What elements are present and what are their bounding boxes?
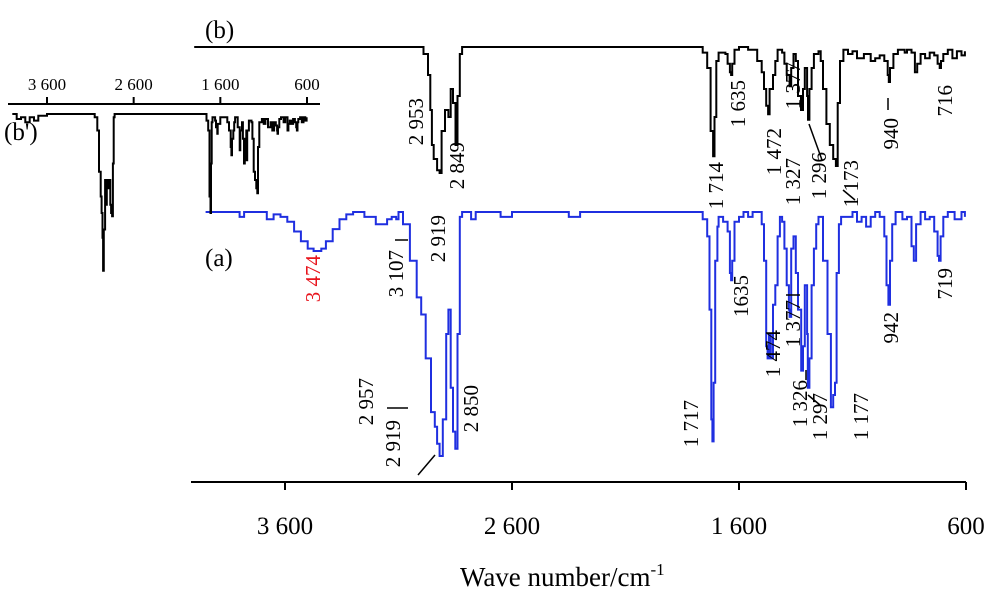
- main-x-tick-label: 600: [947, 513, 985, 540]
- main-x-axis: 3 600 2 600 1 600 600 Wave number/cm-1: [191, 481, 985, 592]
- series-b-peak-leader-line: [808, 123, 823, 161]
- series-a-peak-label: 1 717: [679, 400, 703, 447]
- panel-label-b-prime: (b'): [4, 119, 38, 146]
- series-a-peak-label: 2 957: [354, 378, 378, 425]
- inset-spectrum: 3 600 2 600 1 600 600 (b'): [4, 75, 320, 272]
- series-b-peak-label: 2 953: [404, 98, 428, 145]
- series-a-peak-label: 942: [879, 312, 903, 344]
- series-a-peak-label: 1 377: [781, 300, 805, 347]
- series-b-peak-leader-line: [842, 189, 856, 201]
- panel-label-b: (b): [205, 17, 234, 44]
- series-a-peak-label: 1 474: [761, 330, 785, 378]
- series-a-peak-label: 2 919: [381, 420, 405, 467]
- series-a-peak-leader-line: [417, 454, 436, 476]
- main-x-tick-label: 2 600: [484, 513, 540, 540]
- main-x-axis-title: Wave number/cm-1: [460, 560, 665, 592]
- x-axis-title-main: Wave number/cm: [460, 562, 651, 592]
- spectrum-line-b-prime: [12, 113, 308, 272]
- series-a-peak-label: 1635: [729, 275, 753, 317]
- panel-label-a: (a): [205, 245, 233, 272]
- main-x-axis-ticks: 3 600 2 600 1 600 600: [257, 482, 985, 540]
- series-a-peak-leader-line: [807, 394, 821, 406]
- series-a-peak-label: 1 297: [808, 393, 832, 440]
- inset-x-tick-label: 600: [294, 75, 320, 94]
- inset-x-tick-label: 1 600: [201, 75, 239, 94]
- series-b-peak-label: 1 472: [762, 128, 786, 175]
- series-a-peak-label: 3 474: [301, 255, 325, 303]
- spectrum-line-b: [194, 46, 966, 174]
- series-a-peak-label: 719: [933, 268, 957, 300]
- series-b-peak-label: 2 919: [426, 215, 450, 262]
- series-b-peak-label: 1 173: [839, 160, 863, 207]
- series-a-peak-label: 1 177: [849, 393, 873, 440]
- series-b-peak-label: 1 714: [704, 162, 728, 210]
- series-b-peak-label: 2 849: [445, 142, 469, 189]
- x-axis-title-superscript: -1: [651, 560, 665, 579]
- series-b-peak-label: 940: [879, 118, 903, 150]
- main-x-tick-label: 3 600: [257, 513, 313, 540]
- series-b-peak-label: 716: [933, 85, 957, 117]
- series-a-peak-label: 3 107: [384, 250, 408, 297]
- spectrum-line-a: [205, 211, 966, 457]
- main-x-tick-label: 1 600: [711, 513, 767, 540]
- series-b-peak-label: 1 327: [781, 158, 805, 205]
- series-b-peak-label: 1 635: [726, 80, 750, 127]
- series-a-peak-label: 2 850: [459, 385, 483, 432]
- inset-x-axis-ticks: 3 600 2 600 1 600 600: [28, 75, 320, 104]
- series-b-peak-label: 1 296: [807, 152, 831, 199]
- inset-x-tick-label: 2 600: [115, 75, 153, 94]
- series-a-peak-label: 1 326: [788, 380, 812, 427]
- inset-x-tick-label: 3 600: [28, 75, 66, 94]
- series-b-peak-label: 1 377: [781, 62, 805, 109]
